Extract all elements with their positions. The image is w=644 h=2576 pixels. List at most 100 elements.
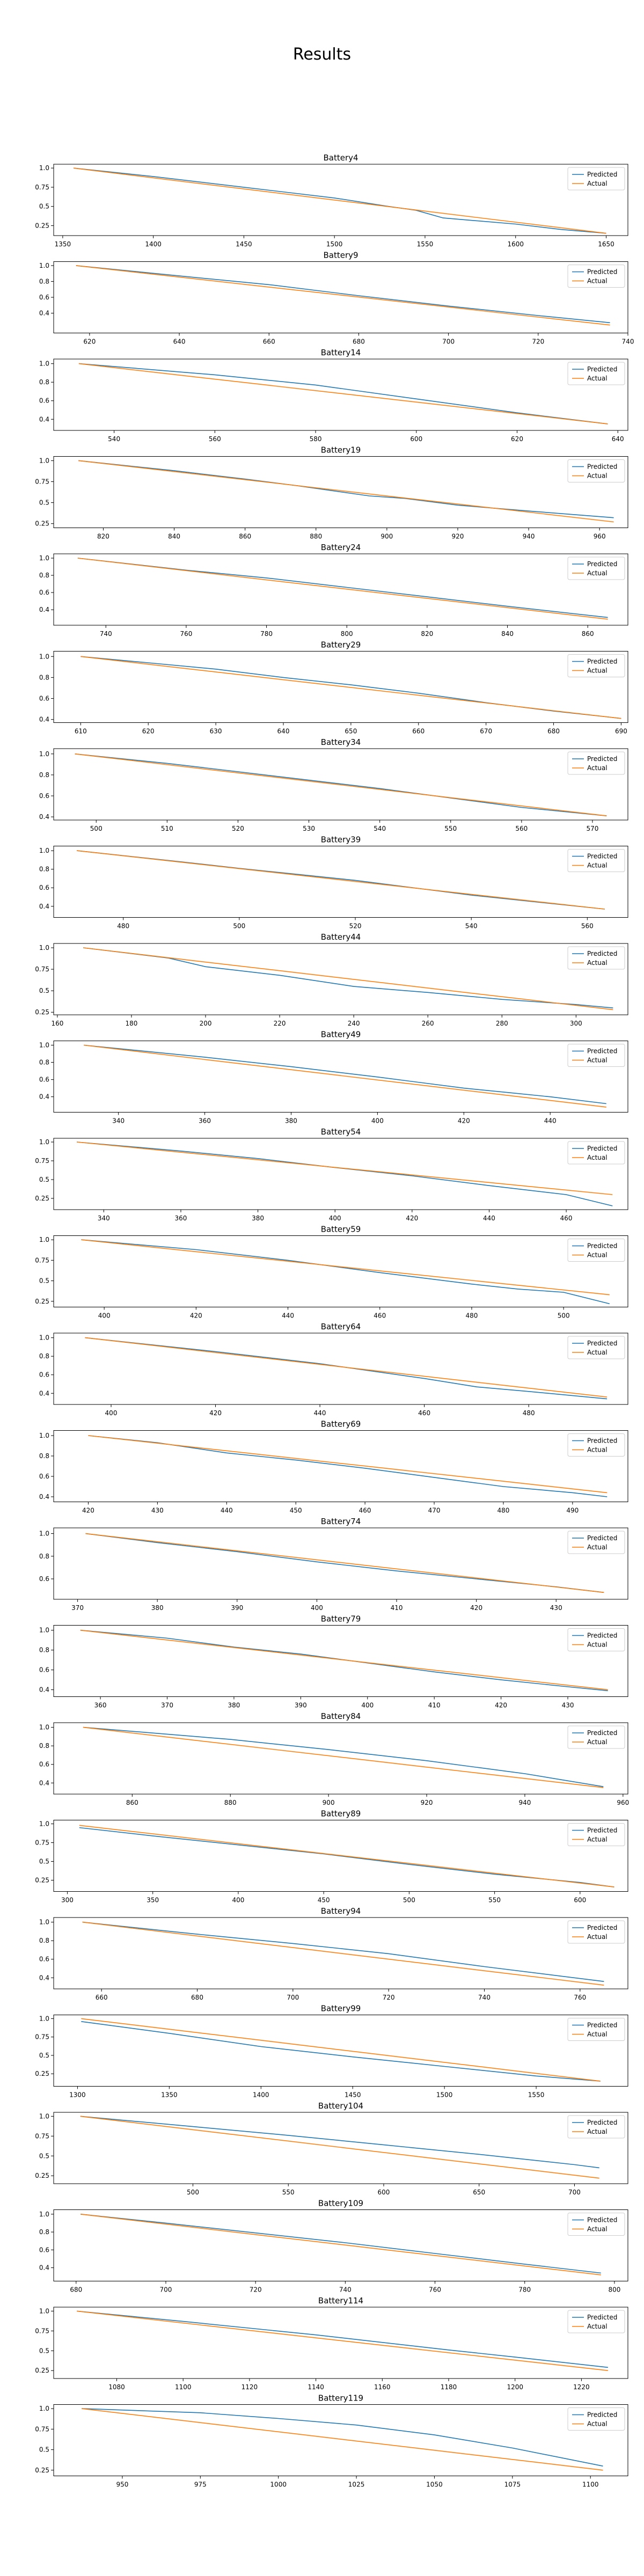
x-tick-label: 200 <box>200 1020 212 1027</box>
x-tick-label: 860 <box>582 630 594 638</box>
y-tick-label: 1.0 <box>39 2211 49 2218</box>
x-tick-label: 740 <box>339 2286 352 2294</box>
subplot-battery9: Battery9 620 640 660 680 700 720 740 0.4 0.6 0.8 1.… <box>39 251 634 346</box>
series-line-predicted <box>80 2116 599 2169</box>
plot-area <box>53 1138 628 1210</box>
series-line-actual <box>82 2408 603 2471</box>
subplot-title: Battery49 <box>321 1030 361 1040</box>
legend <box>567 265 625 288</box>
x-tick-label: 1500 <box>326 240 343 248</box>
subplot-battery54: Battery54 340 360 380 400 420 440 460 0.25 0.5 0.7… <box>35 1127 628 1222</box>
legend <box>567 1044 625 1067</box>
x-tick-label: 400 <box>232 1897 244 1904</box>
y-tick-label: 0.8 <box>39 1059 49 1066</box>
series-line-predicted <box>77 558 608 618</box>
x-tick-label: 600 <box>410 435 422 443</box>
y-tick-label: 0.5 <box>39 2052 49 2059</box>
subplot-battery49: Battery49 340 360 380 400 420 440 0.4 0.6 0.8 1.0 P… <box>39 1030 628 1125</box>
y-tick-label: 1.0 <box>39 1138 49 1146</box>
subplot-battery34: Battery34 500 510 520 530 540 550 560 570 0.4 0.6 0… <box>39 737 628 832</box>
series-line-actual <box>80 656 621 719</box>
x-tick-label: 420 <box>495 1702 507 1709</box>
x-tick-label: 430 <box>562 1702 574 1709</box>
series-line-actual <box>78 460 614 523</box>
y-tick-label: 0.75 <box>35 2033 49 2041</box>
x-tick-label: 580 <box>310 435 322 443</box>
y-tick-label: 0.6 <box>39 1473 49 1480</box>
x-tick-label: 450 <box>318 1897 330 1904</box>
x-tick-label: 300 <box>570 1020 582 1027</box>
y-tick-label: 0.75 <box>35 478 49 485</box>
x-tick-label: 700 <box>442 338 455 346</box>
x-tick-label: 880 <box>310 533 322 540</box>
x-tick-label: 1300 <box>69 2091 86 2099</box>
legend-label: Actual <box>587 667 608 675</box>
y-tick-label: 0.4 <box>39 1389 49 1397</box>
y-tick-label: 0.6 <box>39 589 49 596</box>
x-tick-label: 400 <box>98 1312 111 1320</box>
x-tick-label: 420 <box>82 1507 94 1514</box>
legend <box>567 557 625 580</box>
y-tick-label: 1.0 <box>39 1530 49 1538</box>
x-tick-label: 160 <box>51 1020 63 1027</box>
x-tick-label: 690 <box>615 728 627 735</box>
y-tick-label: 0.25 <box>35 1195 49 1202</box>
x-tick-label: 280 <box>496 1020 508 1027</box>
x-tick-label: 620 <box>142 728 155 735</box>
x-tick-label: 1025 <box>348 2481 365 2489</box>
x-tick-label: 1080 <box>108 2383 125 2391</box>
x-tick-label: 420 <box>190 1312 202 1320</box>
x-tick-label: 840 <box>168 533 180 540</box>
x-tick-label: 800 <box>341 630 353 638</box>
series-line-actual <box>78 363 608 425</box>
x-tick-label: 840 <box>501 630 514 638</box>
x-tick-label: 740 <box>478 1994 491 2001</box>
subplot-title: Battery19 <box>321 445 361 455</box>
series-line-actual <box>77 1141 613 1195</box>
x-tick-label: 450 <box>290 1507 302 1514</box>
subplot-battery39: Battery39 480 500 520 540 560 0.4 0.6 0.8 1.0 Pred… <box>39 835 628 930</box>
y-tick-label: 0.25 <box>35 520 49 528</box>
y-tick-label: 0.5 <box>39 1277 49 1285</box>
x-tick-label: 600 <box>574 1897 586 1904</box>
y-tick-label: 0.8 <box>39 572 49 579</box>
x-tick-label: 430 <box>550 1604 562 1612</box>
plot-area <box>53 846 628 918</box>
y-tick-label: 0.5 <box>39 987 49 994</box>
x-tick-label: 740 <box>622 338 634 346</box>
y-tick-label: 1.0 <box>39 2112 49 2120</box>
y-tick-label: 0.6 <box>39 695 49 702</box>
x-tick-label: 620 <box>83 338 96 346</box>
x-tick-label: 390 <box>295 1702 307 1709</box>
y-tick-label: 0.25 <box>35 2070 49 2077</box>
legend <box>567 459 625 482</box>
x-tick-label: 1000 <box>270 2481 287 2489</box>
x-tick-label: 520 <box>349 923 362 930</box>
x-tick-label: 440 <box>544 1117 557 1125</box>
x-tick-label: 960 <box>594 533 606 540</box>
legend <box>567 2213 625 2236</box>
y-tick-label: 0.8 <box>39 1352 49 1360</box>
legend-label: Actual <box>587 862 608 869</box>
series-line-predicted <box>76 265 610 324</box>
x-tick-label: 560 <box>515 825 528 832</box>
y-tick-label: 1.0 <box>39 1919 49 1926</box>
y-tick-label: 1.0 <box>39 1724 49 1731</box>
legend-label: Predicted <box>587 1437 617 1445</box>
y-tick-label: 1.0 <box>39 2307 49 2315</box>
x-tick-label: 360 <box>199 1117 211 1125</box>
y-tick-label: 0.4 <box>39 1686 49 1694</box>
subplot-battery109: Battery109 680 700 720 740 760 780 800 0.4 0.6 0.8… <box>39 2199 628 2294</box>
y-tick-label: 0.8 <box>39 378 49 386</box>
legend-label: Predicted <box>587 950 617 957</box>
x-tick-label: 820 <box>421 630 433 638</box>
x-tick-label: 1650 <box>598 240 614 248</box>
y-tick-label: 0.8 <box>39 1937 49 1944</box>
figure-title: Results <box>292 45 352 64</box>
x-tick-label: 410 <box>391 1604 403 1612</box>
y-tick-label: 0.4 <box>39 1493 49 1501</box>
y-tick-label: 1.0 <box>39 262 49 269</box>
x-tick-label: 975 <box>194 2481 207 2489</box>
subplot-battery119: Battery119 950 975 1000 1025 1050 1075 1100 0.25… <box>35 2394 628 2489</box>
y-tick-label: 0.6 <box>39 397 49 405</box>
